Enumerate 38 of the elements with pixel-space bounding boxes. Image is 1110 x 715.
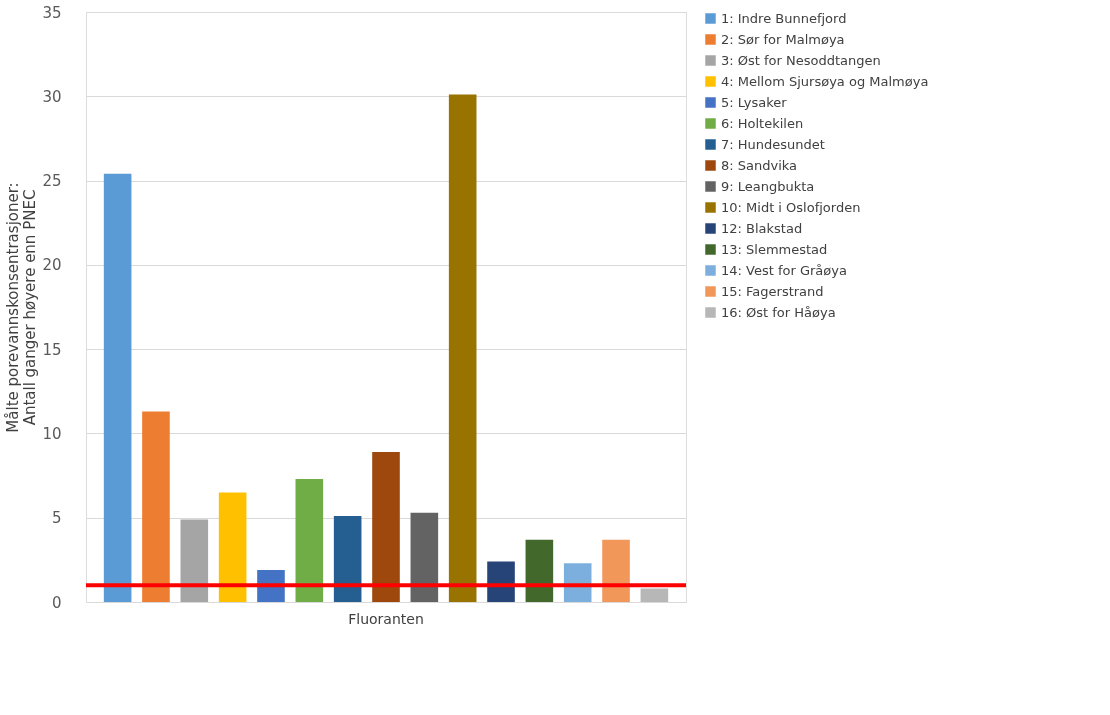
y-tick-label: 20: [42, 256, 62, 275]
bar: [372, 451, 400, 602]
bar: [142, 411, 170, 602]
bar: [640, 588, 669, 602]
legend-label: 3: Øst for Nesoddtangen: [721, 52, 881, 68]
bar: [410, 512, 439, 602]
y-tick-label: 15: [42, 340, 62, 359]
bar: [448, 94, 477, 602]
legend-label: 16: Øst for Håøya: [721, 304, 836, 320]
legend-label: 4: Mellom Sjursøya og Malmøya: [721, 73, 929, 89]
y-tick-label: 30: [42, 87, 62, 106]
y-tick-label: 25: [42, 172, 62, 191]
bar: [602, 539, 630, 602]
bar: [103, 173, 132, 602]
y-axis-title: Målte porevannskonsentrasjoner: Antall ganger høyere enn PNEC: [4, 182, 40, 433]
legend-label: 9: Leangbukta: [721, 178, 815, 194]
bar: [487, 561, 515, 602]
bar: [525, 539, 554, 602]
y-tick-label: 0: [51, 593, 62, 612]
x-tick-label: Fluoranten: [348, 610, 424, 627]
legend-label: 15: Fagerstrand: [721, 283, 824, 299]
legend-label: 5: Lysaker: [721, 94, 788, 110]
legend-label: 14: Vest for Gråøya: [721, 262, 847, 278]
legend-label: 13: Slemmestad: [721, 241, 828, 257]
legend-label: 2: Sør for Malmøya: [721, 31, 845, 47]
bar: [180, 519, 209, 602]
bar: [333, 516, 362, 602]
y-tick-label: 10: [42, 424, 62, 443]
y-tick-label: 35: [42, 3, 62, 22]
y-tick-label: 5: [51, 509, 62, 528]
legend-label: 1: Indre Bunnefjord: [721, 10, 847, 26]
legend-label: 8: Sandvika: [721, 157, 798, 173]
legend-label: 7: Hundesundet: [721, 136, 825, 152]
legend-label: 10: Midt i Oslofjorden: [721, 199, 861, 215]
legend-label: 12: Blakstad: [721, 220, 803, 236]
bar: [218, 492, 247, 602]
bar: [295, 478, 324, 602]
legend-label: 6: Holtekilen: [721, 115, 804, 131]
